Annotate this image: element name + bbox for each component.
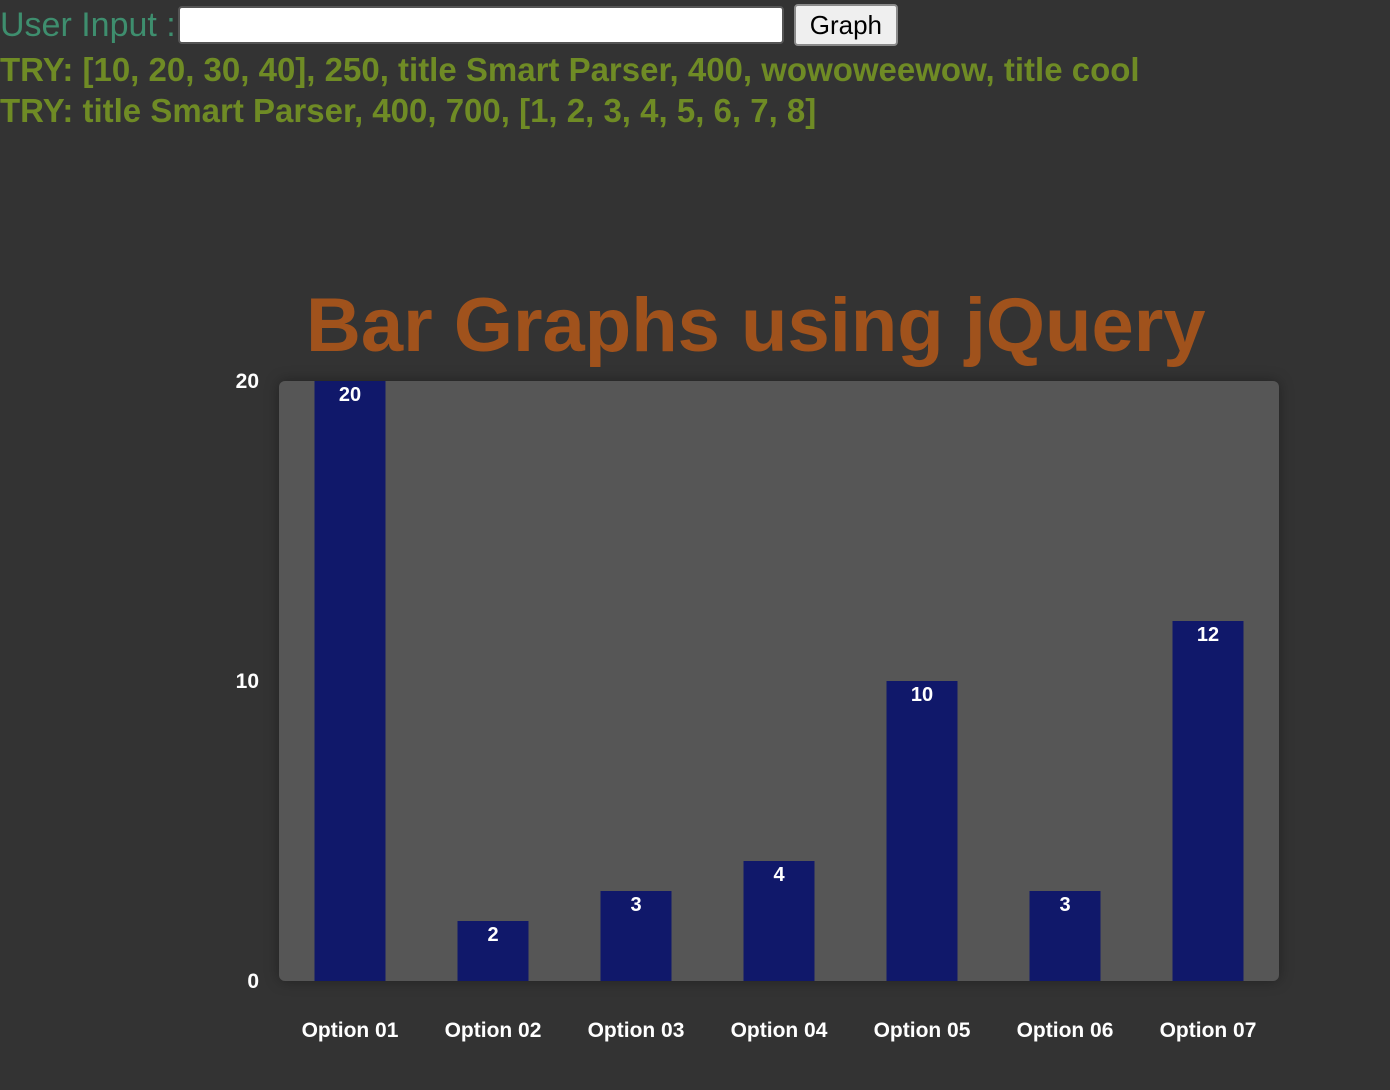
chart-title: Bar Graphs using jQuery: [306, 283, 1206, 368]
chart-plot-area: [279, 381, 1279, 981]
hint-line-1: TRY: [10, 20, 30, 40], 250, title Smart …: [0, 51, 1140, 88]
input-row: User Input : Graph: [0, 4, 899, 46]
x-category-label: Option 04: [731, 1019, 828, 1042]
user-input-field[interactable]: [177, 6, 784, 44]
x-category-label: Option 03: [588, 1019, 685, 1042]
user-input-label: User Input :: [0, 6, 176, 44]
x-category-label: Option 05: [874, 1019, 971, 1042]
y-tick-label: 10: [236, 670, 259, 693]
y-tick-label: 20: [236, 370, 259, 393]
x-category-label: Option 01: [302, 1019, 399, 1042]
x-category-label: Option 02: [445, 1019, 542, 1042]
hint-line-2: TRY: title Smart Parser, 400, 700, [1, 2…: [0, 92, 817, 129]
x-category-label: Option 07: [1160, 1019, 1257, 1042]
y-tick-label: 0: [247, 970, 259, 993]
graph-button[interactable]: Graph: [793, 4, 899, 46]
x-category-label: Option 06: [1017, 1019, 1114, 1042]
